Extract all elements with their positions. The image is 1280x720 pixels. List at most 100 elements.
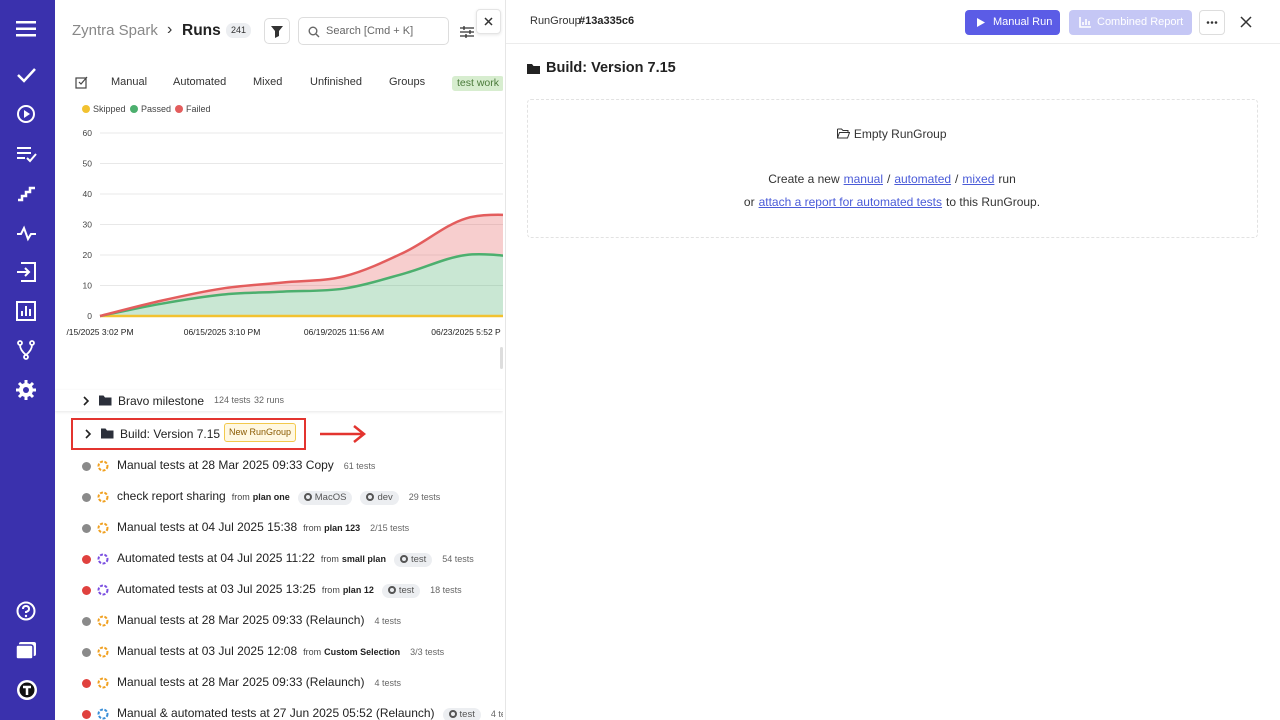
legend-label: Failed [186, 104, 211, 114]
test-count: 2/15 tests [370, 523, 410, 533]
run-link[interactable]: mixed [962, 172, 995, 186]
run-row[interactable]: Manual tests at 04 Jul 2025 15:38 from pla… [55, 513, 503, 543]
settings-icon[interactable] [16, 380, 38, 400]
from-label: from [303, 523, 322, 533]
plan-name: plan 123 [324, 523, 361, 533]
tab[interactable]: Automated [173, 76, 227, 88]
run-type-glyph [97, 584, 109, 596]
projects-icon[interactable] [16, 641, 38, 661]
view-settings-icon[interactable] [459, 24, 475, 40]
run-title: Manual & automated tests at 27 Jun 2025 … [117, 706, 435, 720]
group-row[interactable]: Bravo milestone 124 tests 32 runs [55, 390, 503, 411]
plan-name: small plan [341, 554, 386, 564]
run-type-icon [97, 584, 109, 596]
attach-line: or attach a report for automated tests to … [528, 195, 1256, 209]
tab[interactable]: Unfinished [310, 76, 362, 88]
legend-label: Skipped [93, 104, 126, 114]
open-folder-icon [837, 128, 851, 139]
tag-label: test [459, 709, 475, 720]
status-dot [82, 586, 91, 595]
group-runs: 32 runs [254, 395, 285, 405]
import-icon[interactable] [16, 262, 38, 282]
tab[interactable]: Groups [389, 76, 426, 88]
more-button[interactable] [1199, 10, 1225, 35]
text: / [955, 172, 959, 186]
empty-title: Empty RunGroup [853, 127, 947, 141]
chevron[interactable] [83, 428, 93, 440]
run-line: Automated tests at 03 Jul 2025 13:25 from… [117, 583, 462, 598]
plans-icon[interactable] [16, 145, 38, 163]
run-type-icon [97, 553, 109, 565]
tag-gear [387, 586, 396, 594]
run-row[interactable]: Automated tests at 04 Jul 2025 11:22 from… [55, 544, 503, 574]
search-box[interactable]: Search [Cmd + K] [298, 17, 449, 45]
close-panel-button[interactable] [476, 9, 501, 34]
from-label: from [303, 647, 322, 657]
run-type-icon [97, 708, 109, 720]
manual-run-button[interactable]: Manual Run [965, 10, 1060, 35]
search-placeholder: Search [Cmd + K] [326, 25, 414, 37]
runs-count: 241 [226, 23, 252, 38]
run-type-glyph [97, 615, 109, 627]
test-count: 29 tests [408, 492, 441, 502]
attach-link[interactable]: attach a report for automated tests [758, 195, 943, 209]
tag: test [442, 708, 481, 720]
folder-icon [101, 428, 114, 439]
run-title: Manual tests at 04 Jul 2025 15:38 [117, 520, 298, 534]
close-icon [484, 17, 493, 26]
run-row[interactable]: Automated tests at 03 Jul 2025 13:25 from… [55, 575, 503, 605]
combined-report-label: Combined Report [1097, 16, 1184, 28]
account-icon[interactable] [16, 679, 38, 701]
folder [101, 428, 114, 439]
run-line: Manual tests at 28 Mar 2025 09:33 (Relau… [117, 614, 401, 626]
run-link[interactable]: manual [843, 172, 883, 186]
select-icon[interactable] [75, 75, 89, 89]
run-link[interactable]: automated [894, 172, 952, 186]
y-tick-label: 60 [83, 128, 93, 138]
filter-button[interactable] [264, 18, 290, 44]
run-type-icon [97, 615, 109, 627]
from-label: from [231, 492, 250, 502]
runs-icon[interactable] [16, 104, 38, 124]
group-row[interactable]: Build: Version 7.15 New RunGroup [71, 418, 306, 450]
line [99, 213, 503, 318]
search-icon [308, 26, 320, 38]
scroll-handle [500, 347, 503, 369]
analytics-icon[interactable] [16, 301, 38, 321]
text: run [998, 172, 1016, 186]
text: or [743, 195, 755, 209]
tag-filter[interactable]: test work [452, 76, 503, 91]
help-icon[interactable] [16, 601, 38, 621]
x-tick-label: 06/23/2025 5:52 P [431, 327, 501, 337]
group-name: Build: Version 7.15 [120, 427, 221, 441]
test-count: 3/3 tests [410, 647, 445, 657]
run-row[interactable]: Manual tests at 03 Jul 2025 12:08 from Cus… [55, 637, 503, 667]
combined-report-button[interactable]: Combined Report [1069, 10, 1192, 35]
branch-icon[interactable] [16, 340, 38, 360]
run-title: Manual tests at 03 Jul 2025 12:08 [117, 644, 298, 658]
x-tick-label: 06/15/2025 3:10 PM [184, 327, 261, 337]
empty-title-row: Empty RunGroup [528, 127, 1256, 141]
run-row[interactable]: check report sharing from plan one MacOS dev… [55, 482, 503, 512]
pulse-icon[interactable] [16, 224, 38, 242]
check-icon[interactable] [16, 66, 38, 84]
run-row[interactable]: Manual tests at 28 Mar 2025 09:33 (Relau… [55, 606, 503, 636]
text: Create a new [768, 172, 840, 186]
y-tick-label: 50 [83, 159, 93, 169]
steps-icon[interactable] [16, 184, 38, 202]
empty-box: Empty RunGroup Create a new manual / automa… [527, 99, 1258, 238]
tab[interactable]: Mixed [253, 76, 283, 88]
area [100, 254, 503, 316]
detail-id: #13a335c6 [579, 15, 635, 27]
breadcrumb[interactable]: Zyntra Spark [72, 22, 158, 39]
test-count: 18 tests [430, 585, 462, 595]
close-detail-icon[interactable] [1239, 15, 1253, 29]
run-row[interactable]: Manual & automated tests at 27 Jun 2025 … [55, 699, 503, 720]
tab[interactable]: Manual [111, 76, 148, 88]
y-tick-label: 0 [87, 311, 92, 321]
run-title: Manual tests at 28 Mar 2025 09:33 (Relau… [117, 613, 365, 627]
run-row[interactable]: Manual tests at 28 Mar 2025 09:33 Copy 61… [55, 451, 503, 481]
run-row[interactable]: Manual tests at 28 Mar 2025 09:33 (Relau… [55, 668, 503, 698]
chevron[interactable] [81, 395, 91, 407]
menu-icon[interactable] [16, 20, 38, 38]
